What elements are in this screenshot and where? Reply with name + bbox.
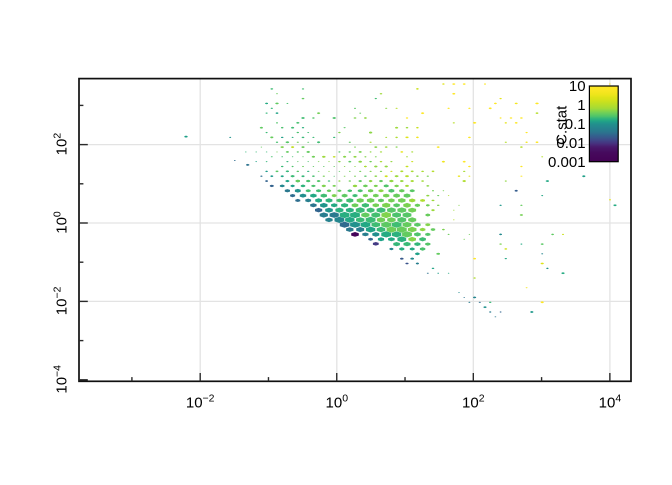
svg-text:1: 1 xyxy=(577,97,585,114)
svg-text:0.001: 0.001 xyxy=(548,154,586,171)
svg-text:10: 10 xyxy=(569,78,586,95)
svg-text:C.stat: C.stat xyxy=(554,105,571,145)
svg-text:0.01: 0.01 xyxy=(556,135,585,152)
svg-text:0.1: 0.1 xyxy=(565,116,586,133)
